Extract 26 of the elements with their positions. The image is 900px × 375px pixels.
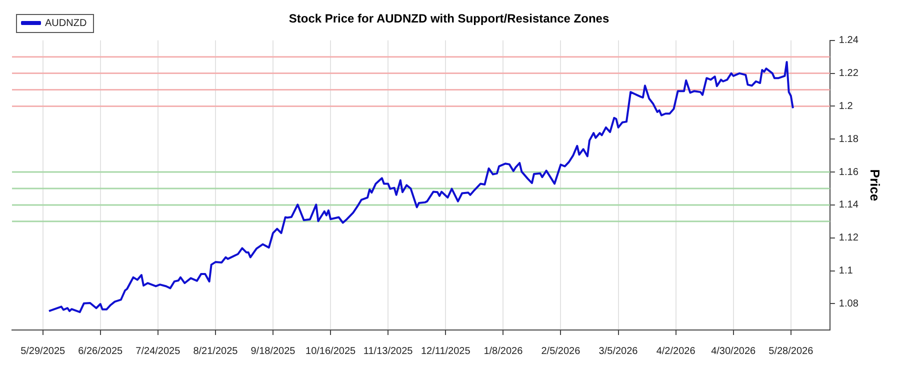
x-tick-label: 1/8/2026 [484,346,524,357]
x-tick-label: 4/30/2026 [711,346,756,357]
x-tick-label: 3/5/2026 [598,346,638,357]
x-tick-label: 7/24/2025 [136,346,181,357]
y-tick-label: 1.16 [838,166,859,178]
x-tick-label: 9/18/2025 [250,346,296,357]
y-tick-label: 1.12 [838,232,859,244]
y-tick-label: 1.24 [838,35,859,46]
y-tick-label: 1.08 [838,298,859,310]
y-axis-title: Price [868,169,883,202]
x-tick-label: 4/2/2026 [656,346,696,357]
x-tick-label: 6/26/2025 [78,346,124,357]
x-tick-label: 8/21/2025 [193,346,238,357]
y-tick-label: 1.14 [838,200,859,211]
y-tick-label: 1.1 [838,266,854,277]
y-tick-label: 1.2 [838,100,854,112]
x-tick-label: 12/11/2025 [420,346,471,357]
chart-title: Stock Price for AUDNZD with Support/Resistance Zones [288,12,610,26]
x-tick-label: 5/28/2026 [768,346,814,357]
x-tick-label: 10/16/2025 [306,346,356,357]
x-tick-label: 11/13/2025 [363,346,414,357]
x-tick-label: 5/29/2025 [20,346,66,357]
y-tick-label: 1.18 [838,134,859,145]
y-tick-label: 1.22 [838,68,859,80]
legend-label: AUDNZD [45,18,87,29]
x-tick-label: 2/5/2026 [541,346,581,357]
